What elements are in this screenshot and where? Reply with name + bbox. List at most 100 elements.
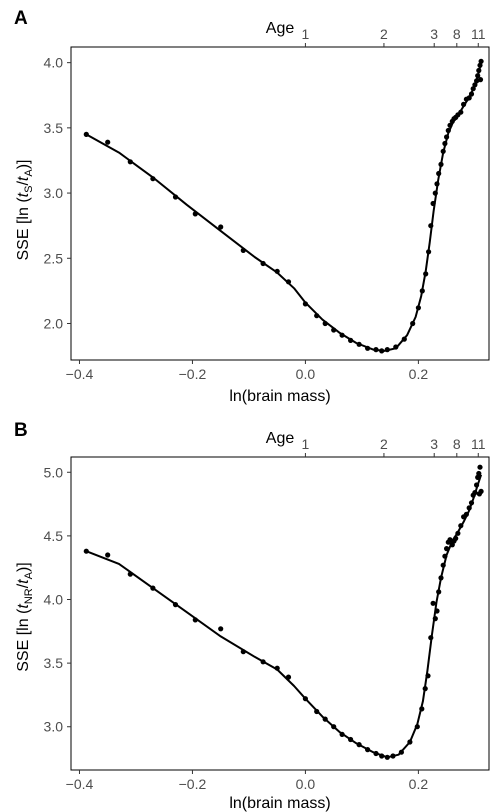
data-point bbox=[444, 134, 450, 140]
plot-frame bbox=[70, 456, 490, 771]
data-point bbox=[331, 327, 337, 333]
x-tick-label: −0.2 bbox=[179, 366, 207, 382]
y-tick-label: 2.0 bbox=[44, 315, 64, 331]
data-point bbox=[314, 313, 320, 319]
data-point bbox=[476, 491, 482, 497]
top-tick-label: 11 bbox=[471, 26, 486, 42]
data-point bbox=[458, 109, 464, 115]
x-tick-label: −0.2 bbox=[179, 776, 207, 792]
fit-curve bbox=[85, 62, 483, 352]
x-tick-label: −0.4 bbox=[66, 776, 94, 792]
y-tick-label: 3.0 bbox=[44, 719, 64, 735]
data-point bbox=[425, 673, 431, 679]
data-point bbox=[475, 474, 481, 480]
x-tick-label: −0.4 bbox=[66, 366, 94, 382]
data-point bbox=[384, 347, 390, 353]
data-point bbox=[428, 223, 434, 229]
y-tick-label: 5.0 bbox=[44, 464, 64, 480]
data-point bbox=[218, 224, 224, 230]
fit-curve bbox=[85, 474, 483, 759]
panel-b: B Age ln(brain mass) SSE [ln (tNR/tA)] −… bbox=[14, 420, 490, 812]
data-point bbox=[423, 271, 429, 277]
top-tick-label: 3 bbox=[430, 26, 438, 42]
data-point bbox=[430, 200, 436, 207]
x-axis-title: ln(brain mass) bbox=[229, 795, 330, 812]
data-point bbox=[472, 490, 478, 496]
top-tick-label: 3 bbox=[430, 436, 438, 452]
data-point bbox=[373, 347, 379, 353]
data-point bbox=[285, 279, 292, 285]
data-point bbox=[440, 562, 446, 568]
data-point bbox=[432, 616, 438, 622]
data-point bbox=[127, 159, 133, 165]
data-point bbox=[434, 181, 440, 187]
data-point bbox=[438, 575, 444, 581]
top-axis-title: Age bbox=[266, 430, 295, 447]
data-point bbox=[442, 140, 448, 147]
data-point bbox=[430, 600, 436, 606]
data-point bbox=[407, 739, 413, 745]
data-point bbox=[274, 665, 280, 671]
data-point bbox=[218, 626, 224, 632]
data-point bbox=[398, 749, 404, 755]
data-point bbox=[302, 696, 308, 702]
data-point bbox=[373, 750, 379, 757]
data-point bbox=[105, 139, 111, 145]
y-tick-label: 3.5 bbox=[44, 655, 64, 671]
data-point bbox=[461, 101, 467, 107]
top-axis-title: Age bbox=[266, 20, 295, 37]
data-point bbox=[426, 249, 432, 255]
data-point bbox=[314, 708, 320, 715]
data-point bbox=[365, 747, 371, 753]
data-point bbox=[339, 731, 345, 738]
data-point bbox=[127, 571, 133, 577]
data-point bbox=[419, 288, 425, 294]
y-tick-label: 3.0 bbox=[44, 185, 64, 201]
data-point bbox=[260, 659, 266, 665]
panel-label: A bbox=[14, 8, 28, 29]
data-point bbox=[422, 686, 428, 692]
data-point bbox=[415, 305, 421, 311]
data-point bbox=[150, 176, 156, 182]
data-point bbox=[348, 736, 354, 743]
plot-frame bbox=[70, 46, 490, 361]
x-tick-label: 0.2 bbox=[409, 776, 429, 792]
x-tick-label: 0.0 bbox=[296, 366, 316, 382]
top-tick-label: 2 bbox=[380, 436, 388, 452]
top-tick-label: 8 bbox=[453, 26, 461, 42]
data-point bbox=[428, 635, 434, 641]
y-tick-label: 4.0 bbox=[44, 55, 64, 71]
data-point bbox=[331, 724, 337, 730]
data-point bbox=[379, 753, 385, 759]
data-point bbox=[150, 585, 156, 591]
data-point bbox=[477, 77, 484, 83]
data-point bbox=[477, 464, 483, 470]
data-point bbox=[438, 161, 444, 167]
panel-a: A Age ln(brain mass) SSE [ln (tS/tA)] −0… bbox=[14, 8, 490, 405]
data-point bbox=[447, 537, 453, 543]
y-tick-label: 2.5 bbox=[44, 250, 64, 266]
data-point bbox=[466, 505, 472, 511]
data-point bbox=[365, 345, 371, 351]
top-tick-label: 11 bbox=[471, 436, 486, 452]
data-point bbox=[384, 754, 390, 760]
y-tick-label: 4.0 bbox=[44, 592, 64, 608]
top-tick-label: 1 bbox=[302, 26, 310, 42]
data-point bbox=[260, 260, 266, 267]
data-point bbox=[322, 716, 328, 722]
data-point bbox=[444, 546, 450, 552]
top-tick-label: 2 bbox=[380, 26, 388, 42]
data-point bbox=[445, 127, 451, 134]
x-tick-label: 0.0 bbox=[296, 776, 316, 792]
data-point bbox=[434, 608, 440, 614]
x-tick-label: 0.2 bbox=[409, 366, 429, 382]
data-point bbox=[453, 535, 459, 542]
data-point bbox=[419, 706, 425, 712]
data-point bbox=[410, 320, 416, 327]
data-point bbox=[468, 500, 475, 506]
data-point bbox=[401, 336, 407, 342]
data-point bbox=[476, 67, 482, 74]
data-point bbox=[455, 530, 461, 536]
data-point bbox=[475, 73, 481, 79]
